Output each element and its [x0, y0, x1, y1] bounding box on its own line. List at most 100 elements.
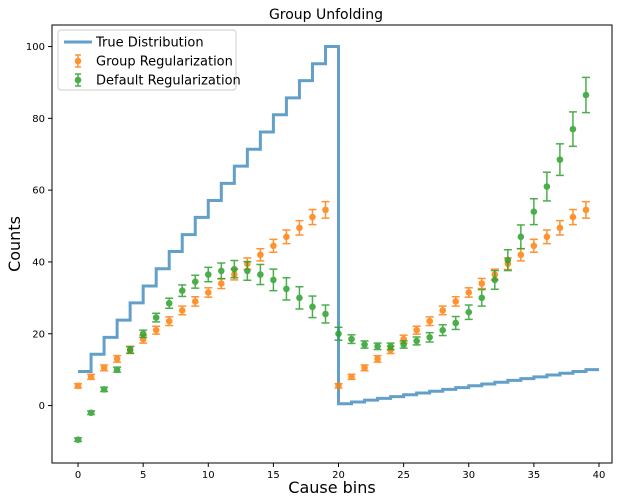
marker — [374, 343, 381, 350]
marker — [113, 355, 121, 363]
marker — [126, 346, 134, 354]
marker — [100, 364, 108, 372]
data-point — [529, 238, 538, 254]
legend-label: Default Regularization — [96, 74, 241, 89]
data-point — [217, 262, 226, 280]
marker — [426, 317, 433, 325]
marker — [152, 326, 160, 334]
marker — [361, 364, 368, 372]
marker — [465, 308, 473, 316]
marker — [452, 298, 460, 305]
data-point — [321, 200, 330, 219]
marker — [309, 213, 316, 221]
y-axis-label: Counts — [5, 216, 24, 272]
data-point — [204, 287, 213, 298]
marker — [178, 287, 186, 294]
marker — [218, 280, 225, 287]
marker — [465, 289, 473, 296]
data-point — [204, 266, 213, 283]
x-tick-label: 30 — [462, 470, 475, 481]
data-point — [373, 354, 382, 363]
marker — [87, 373, 95, 381]
data-point — [425, 331, 434, 343]
data-point — [191, 296, 200, 307]
legend-marker — [74, 57, 82, 65]
marker — [322, 206, 329, 214]
data-point — [360, 340, 369, 349]
data-point — [438, 305, 447, 316]
marker — [348, 373, 355, 381]
legend-swatch — [74, 73, 82, 87]
data-point — [503, 248, 512, 272]
data-point — [451, 296, 460, 307]
data-point — [308, 208, 317, 226]
marker — [530, 208, 538, 215]
data-point — [100, 364, 109, 372]
marker — [152, 314, 160, 321]
legend-item: Group Regularization — [74, 54, 233, 70]
data-point — [126, 345, 135, 354]
marker — [543, 233, 551, 241]
marker — [387, 343, 394, 350]
true-distribution-line — [78, 45, 599, 406]
x-tick-label: 5 — [140, 470, 146, 481]
marker — [582, 206, 590, 214]
marker — [139, 330, 147, 338]
marker — [270, 242, 277, 250]
legend-box — [57, 29, 237, 91]
legend-marker — [74, 76, 82, 84]
marker — [374, 355, 381, 363]
marker — [517, 251, 525, 259]
x-axis: 0 5 10 15 20 25 30 35 40 — [75, 463, 605, 481]
data-point — [529, 198, 538, 226]
data-point — [87, 373, 96, 381]
data-point — [464, 304, 473, 321]
marker — [517, 233, 525, 241]
marker — [439, 307, 446, 314]
y-tick-label: 100 — [26, 42, 45, 53]
y-axis: 0 20 40 60 80 100 — [26, 42, 52, 412]
data-point — [308, 295, 317, 319]
legend: True Distribution Group Regularization Def… — [57, 29, 241, 91]
x-tick-label: 25 — [397, 470, 410, 481]
data-point — [74, 382, 83, 390]
x-tick-label: 15 — [267, 470, 280, 481]
data-point — [191, 274, 200, 289]
data-point — [412, 336, 421, 346]
data-point — [555, 219, 564, 236]
data-point — [542, 171, 551, 202]
data-point — [581, 200, 590, 219]
marker — [204, 271, 212, 278]
data-point — [581, 76, 590, 114]
data-point — [165, 316, 174, 327]
data-point — [347, 334, 356, 345]
data-point — [477, 288, 486, 307]
series-0 — [78, 45, 599, 406]
marker — [478, 280, 486, 287]
marker — [400, 341, 407, 348]
data-point — [100, 386, 109, 393]
marker — [165, 299, 173, 307]
marker — [87, 409, 95, 417]
series-2 — [74, 76, 590, 443]
data-point — [399, 340, 408, 349]
chart-title: Group Unfolding — [269, 7, 383, 23]
marker — [452, 319, 460, 327]
marker — [478, 294, 486, 302]
marker — [556, 224, 564, 232]
plot-frame — [51, 24, 613, 464]
data-point — [269, 268, 278, 292]
y-tick-label: 80 — [32, 114, 45, 125]
data-point — [282, 276, 291, 301]
data-point — [542, 229, 551, 245]
marker — [413, 326, 420, 334]
marker — [257, 251, 264, 259]
marker — [348, 335, 355, 343]
data-point — [360, 364, 369, 372]
marker — [361, 341, 368, 348]
data-point — [295, 285, 304, 310]
marker — [296, 224, 303, 232]
marker — [191, 298, 199, 305]
marker — [413, 337, 420, 345]
x-tick-label: 40 — [593, 470, 606, 481]
